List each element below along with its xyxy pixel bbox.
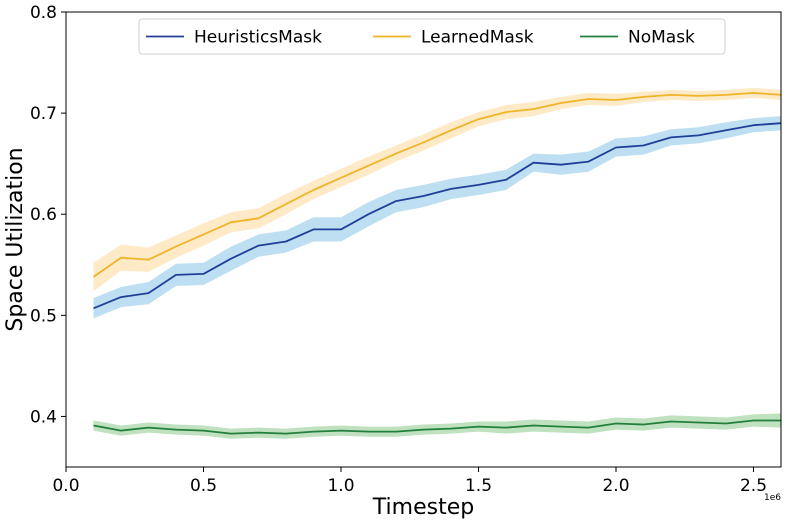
- legend-box: [138, 18, 726, 55]
- y-tick-label: 0.6: [30, 205, 57, 225]
- x-tick-label: 1.0: [327, 476, 354, 496]
- x-tick-label: 2.0: [602, 476, 629, 496]
- y-tick-label: 0.8: [30, 3, 57, 23]
- x-tick-label: 2.5: [740, 476, 767, 496]
- x-tick-label: 0.5: [190, 476, 217, 496]
- plot-frame: [65, 11, 782, 468]
- series-line-0: [93, 122, 782, 310]
- y-axis: 0.4 0.5 0.6 0.7 0.8: [30, 3, 66, 427]
- x-axis-offset-label: 1e6: [764, 493, 781, 503]
- series-band-2: [93, 413, 781, 439]
- x-tick-label: 1.5: [465, 476, 492, 496]
- legend-label-0: HeuristicsMask: [194, 28, 322, 48]
- x-axis-title: Timestep: [372, 495, 474, 520]
- legend: HeuristicsMask LearnedMask NoMask: [138, 18, 726, 55]
- y-axis-title: Space Utilization: [3, 147, 28, 331]
- x-axis: 0.0 0.5 1.0 1.5 2.0 2.5: [52, 467, 767, 496]
- confidence-bands: [93, 87, 781, 439]
- series-band-1: [93, 87, 781, 292]
- y-tick-label: 0.7: [30, 104, 57, 124]
- y-tick-label: 0.4: [30, 407, 57, 427]
- series-line-2: [93, 419, 781, 435]
- series-band-0: [93, 116, 781, 319]
- legend-label-1: LearnedMask: [421, 28, 534, 48]
- series-lines: [92, 92, 782, 435]
- y-tick-label: 0.5: [30, 306, 57, 326]
- legend-label-2: NoMask: [628, 28, 695, 48]
- x-tick-label: 0.0: [52, 476, 79, 496]
- series-line-1: [92, 92, 782, 278]
